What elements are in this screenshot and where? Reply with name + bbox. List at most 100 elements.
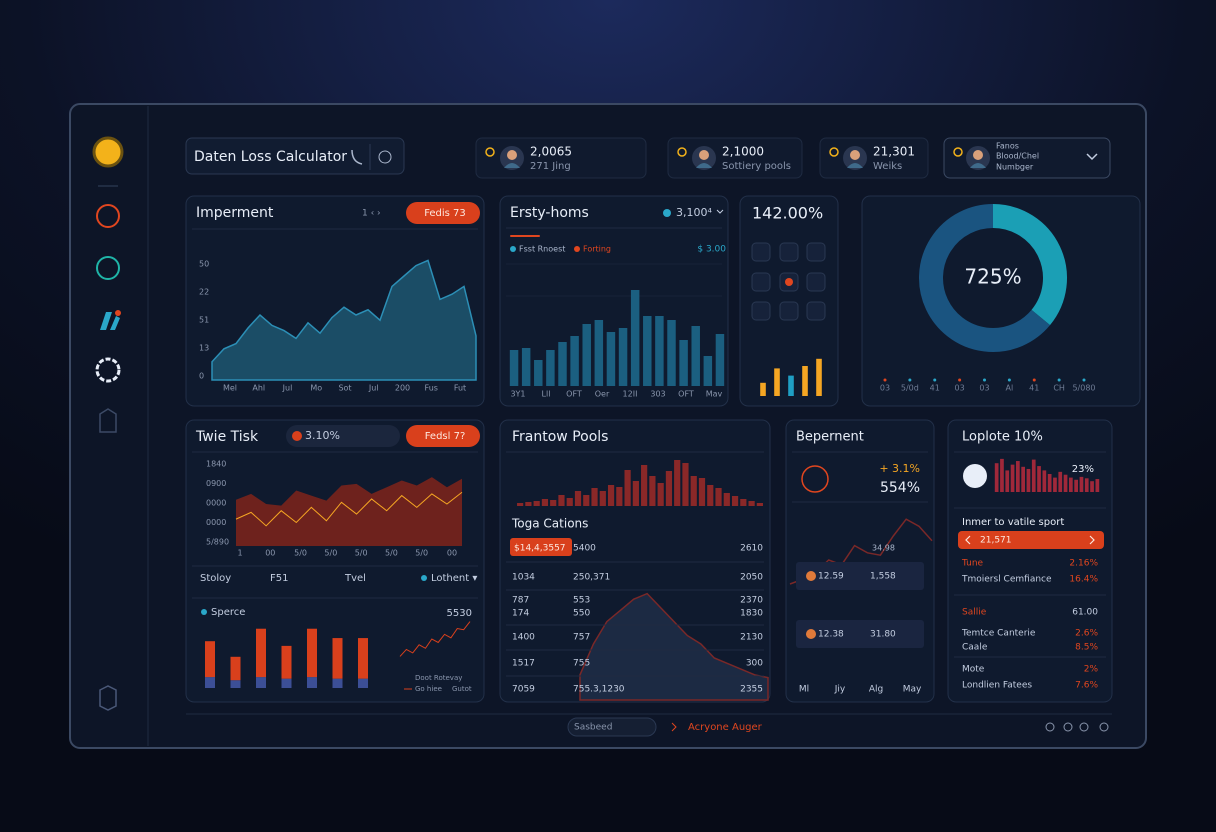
bar xyxy=(715,488,722,506)
table-cell: 174 xyxy=(512,609,529,619)
pill[interactable] xyxy=(958,531,1104,549)
underline xyxy=(510,235,540,237)
row-value: 2.6% xyxy=(1075,629,1098,639)
stat-label: 271 Jing xyxy=(530,161,571,172)
footer-icon[interactable] xyxy=(1079,722,1089,732)
bar xyxy=(541,499,549,506)
stat-note: Numbger xyxy=(996,163,1034,172)
icon-tile[interactable] xyxy=(779,242,799,262)
icon-tile[interactable] xyxy=(751,242,771,262)
status-icon xyxy=(677,147,687,157)
bar xyxy=(994,463,999,492)
coin-icon xyxy=(963,464,987,488)
bar xyxy=(594,320,604,386)
axis-label: 5/890 xyxy=(206,538,229,547)
pill[interactable] xyxy=(286,425,400,447)
nav-icon[interactable] xyxy=(99,408,117,433)
bar xyxy=(655,316,664,386)
column-label: Stoloy xyxy=(200,573,231,584)
stat-value: 2,1000 xyxy=(722,145,764,159)
axis-label: 03 xyxy=(979,384,989,393)
icon-tile[interactable] xyxy=(751,272,771,292)
bar xyxy=(1047,474,1052,492)
legend-label: Doot Rotevay xyxy=(415,674,462,682)
icon-tile[interactable] xyxy=(779,301,799,321)
gesture-icon xyxy=(378,150,392,164)
chevron[interactable] xyxy=(716,209,724,214)
area xyxy=(211,259,477,381)
avatar-body xyxy=(970,163,986,168)
footer-icon[interactable] xyxy=(1045,722,1055,732)
footer-link[interactable]: Acryone Auger xyxy=(688,722,763,733)
axis-label: 0900 xyxy=(206,479,226,488)
row-label: Caale xyxy=(962,643,988,653)
bar xyxy=(667,320,676,386)
nav-icon[interactable] xyxy=(96,256,120,280)
line xyxy=(235,491,463,527)
bar-segment xyxy=(205,677,215,688)
nav-icon[interactable] xyxy=(100,312,120,330)
table-cell: 7059 xyxy=(512,685,535,695)
icon-tile[interactable] xyxy=(751,301,771,321)
axis-label: Mel xyxy=(223,384,237,393)
axis-label: OFT xyxy=(678,390,694,399)
search-box[interactable] xyxy=(185,137,405,175)
bar xyxy=(533,501,540,506)
bar xyxy=(534,360,543,386)
axis-label: CH xyxy=(1053,384,1065,393)
phone-icon[interactable] xyxy=(351,149,363,165)
avatar-face xyxy=(507,150,517,160)
table-cell: $14,4,3557 xyxy=(514,544,566,554)
bar-segment xyxy=(256,677,266,688)
logo[interactable] xyxy=(92,136,124,168)
bar xyxy=(1063,474,1068,492)
table-cell: 550 xyxy=(573,609,590,619)
footer-icon[interactable] xyxy=(1063,722,1073,732)
search-pill[interactable] xyxy=(567,717,657,737)
bar-segment xyxy=(332,638,343,679)
bar xyxy=(558,495,565,506)
dot xyxy=(292,431,302,441)
axis-label: 13 xyxy=(199,344,209,353)
badge[interactable] xyxy=(406,202,480,224)
dot xyxy=(201,609,207,615)
footer-icon[interactable] xyxy=(1099,722,1109,732)
axis-label: 5/0 xyxy=(294,549,307,558)
panel-title: Frantow Pools xyxy=(512,429,608,445)
axis-label: 22 xyxy=(199,288,209,297)
row-label: Sallie xyxy=(962,608,987,618)
icon-tile[interactable] xyxy=(806,301,826,321)
axis-label: Lll xyxy=(542,390,551,399)
nav-icon[interactable] xyxy=(95,357,121,383)
bar xyxy=(632,481,639,506)
chevron[interactable] xyxy=(1086,153,1098,161)
avatar-body xyxy=(696,163,712,168)
nav-icon[interactable] xyxy=(99,685,117,711)
stat-label: Sottiery pools xyxy=(722,161,791,172)
axis-label: Ahl xyxy=(252,384,265,393)
axis-label: 3Y1 xyxy=(510,390,525,399)
row-label: Tune xyxy=(961,559,984,569)
axis-label: 5/0 xyxy=(385,549,398,558)
nav-icon[interactable] xyxy=(96,204,120,228)
axis-label: Oer xyxy=(595,390,610,399)
legend-label: Fsst Rnoest xyxy=(519,245,565,254)
panel-title: Loplote 10% xyxy=(962,430,1043,445)
bar xyxy=(1095,479,1100,492)
panel xyxy=(739,195,839,407)
row-right: 1,558 xyxy=(870,572,896,582)
badge[interactable] xyxy=(406,425,480,447)
table-cell: 2355 xyxy=(740,685,763,695)
column-label: F51 xyxy=(270,573,288,584)
axis-label: Mav xyxy=(706,390,723,399)
donut-segment xyxy=(992,204,1067,326)
icon-tile[interactable] xyxy=(806,272,826,292)
bar xyxy=(582,324,591,386)
peak-label: 34.98 xyxy=(872,544,895,553)
value: 554% xyxy=(880,480,920,496)
icon-tile[interactable] xyxy=(806,242,826,262)
axis-label: 5/080 xyxy=(1072,384,1095,393)
avatar-body xyxy=(504,163,520,168)
axis-label: 51 xyxy=(199,316,209,325)
